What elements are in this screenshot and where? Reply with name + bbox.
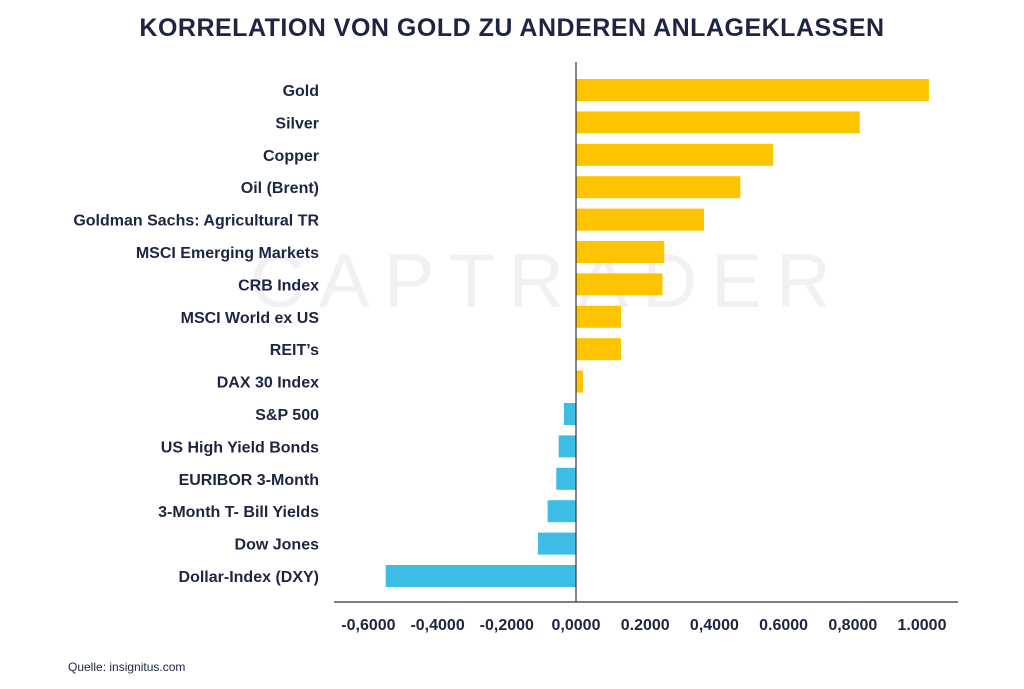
x-tick-label: -0,4000 — [410, 617, 464, 634]
category-label: Dow Jones — [235, 537, 320, 554]
watermark: CAPTRADER — [250, 239, 845, 324]
bar-dollar-index-dxy — [385, 565, 576, 587]
bar-goldman-sachs-agricultural-tr — [576, 208, 705, 231]
x-tick-label: 0,0000 — [552, 617, 601, 634]
category-label: Silver — [275, 115, 319, 132]
category-label: S&P 500 — [255, 407, 319, 424]
category-label: Goldman Sachs: Agricultural TR — [73, 213, 319, 230]
source-note: Quelle: insignitus.com — [68, 660, 186, 674]
x-tick-label: 0,4000 — [690, 617, 739, 634]
x-tick-label: 0.2000 — [621, 617, 670, 634]
category-label: MSCI Emerging Markets — [136, 245, 319, 262]
bar-copper — [576, 143, 774, 166]
bar-reit-s — [576, 338, 621, 361]
category-label: Oil (Brent) — [241, 180, 319, 197]
category-label: MSCI World ex US — [181, 310, 320, 327]
category-label: Copper — [263, 148, 319, 165]
category-label: 3-Month T- Bill Yields — [158, 504, 319, 521]
category-labels: Gold Silver Copper Oil (Brent) Goldman Sachs… — [73, 83, 319, 586]
category-label: DAX 30 Index — [217, 375, 319, 392]
chart-title: KORRELATION VON GOLD ZU ANDEREN ANLAGEKL… — [139, 14, 885, 42]
bar-oil-brent — [576, 176, 741, 199]
x-tick-label: -0,2000 — [480, 617, 534, 634]
axes-group — [334, 62, 958, 603]
x-tick-label: -0,6000 — [341, 617, 395, 634]
category-label: US High Yield Bonds — [161, 439, 319, 456]
bar-us-high-yield-bonds — [558, 435, 576, 458]
category-label: REIT’s — [270, 342, 319, 359]
tick-labels: -0,6000 -0,4000 -0,2000 0,0000 0.2000 0,4000 0… — [341, 617, 946, 634]
bar-3-month-t-bill-yields — [547, 500, 576, 523]
bar-silver — [576, 111, 860, 134]
category-label: Gold — [283, 83, 319, 100]
bar-crb-index — [576, 273, 663, 296]
bar-euribor-3-month — [556, 467, 576, 490]
x-tick-label: 1.0000 — [898, 617, 947, 634]
category-label: EURIBOR 3-Month — [179, 472, 319, 489]
x-tick-label: 0.6000 — [759, 617, 808, 634]
bar-msci-emerging-markets — [576, 241, 665, 263]
bar-dax-30-index — [576, 370, 583, 393]
category-label: CRB Index — [238, 277, 319, 294]
bar-gold — [576, 79, 929, 101]
bar-msci-world-ex-us — [576, 305, 621, 328]
bar-dow-jones — [537, 532, 576, 555]
bars-group — [385, 79, 929, 587]
x-tick-label: 0,8000 — [828, 617, 877, 634]
category-label: Dollar-Index (DXY) — [179, 569, 319, 586]
bar-s-p-500 — [563, 403, 576, 425]
